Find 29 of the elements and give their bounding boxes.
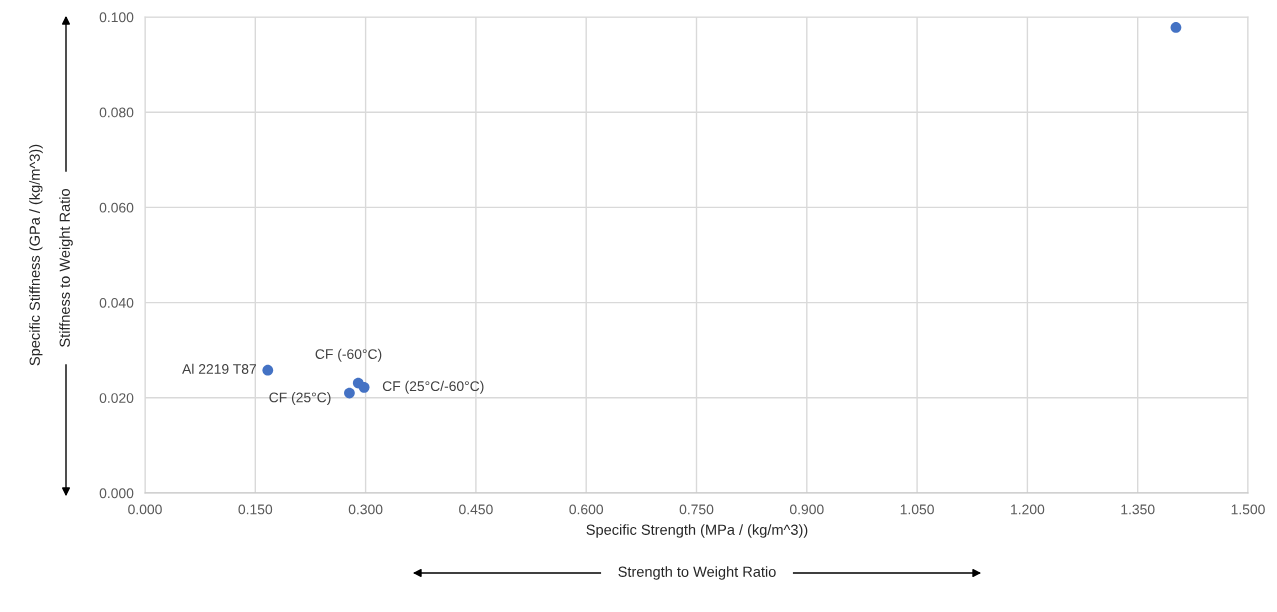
y-tick-label: 0.040 <box>99 297 134 308</box>
point <box>358 381 370 393</box>
annotation: Al 2219 T87 <box>182 363 256 374</box>
text: Stiffness to Weight Ratio <box>59 189 73 347</box>
point <box>262 364 274 376</box>
y-tick-label: 0.100 <box>99 12 134 23</box>
x-tick-label: 1.050 <box>900 504 934 515</box>
x-axis-title: Specific Strength (MPa / (kg/m^3)) <box>586 524 808 538</box>
x-tick-label: 0.600 <box>569 504 604 515</box>
x-tick-label: 0.900 <box>789 504 824 515</box>
x-tick-label: 0.450 <box>459 504 493 515</box>
annotation: CF (25°C/-60°C) <box>382 380 484 394</box>
y-tick-label: 0.020 <box>99 393 134 403</box>
x-tick-label: 0.150 <box>238 504 273 515</box>
x-tick-label: 1.200 <box>1011 504 1045 515</box>
x-tick-label: 0.000 <box>128 504 162 515</box>
point <box>344 387 355 399</box>
annotation: CF (25°C) <box>269 392 331 406</box>
y-axis-title: Specific Stiffness (GPa / (kg/m^3)) <box>29 144 43 366</box>
x-tick-label: 1.350 <box>1121 504 1155 515</box>
text: Strength to Weight Ratio <box>618 566 776 580</box>
y-tick-label: 0.080 <box>99 107 134 118</box>
point <box>1170 22 1182 33</box>
x-tick-label: 0.300 <box>348 504 383 515</box>
x-tick-label: 0.750 <box>679 504 714 515</box>
x-tick-label: 1.500 <box>1231 504 1265 515</box>
annotation: CF (-60°C) <box>315 348 382 362</box>
y-tick-label: 0.060 <box>99 202 134 213</box>
y-tick-label: 0.000 <box>99 488 134 499</box>
